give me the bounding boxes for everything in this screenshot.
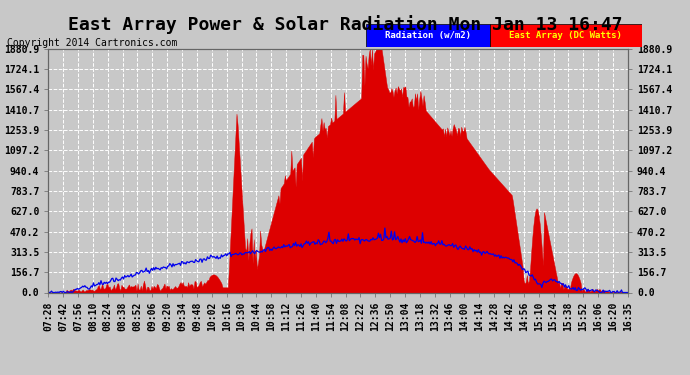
Text: Copyright 2014 Cartronics.com: Copyright 2014 Cartronics.com: [7, 38, 177, 48]
FancyBboxPatch shape: [366, 24, 490, 47]
Text: East Array (DC Watts): East Array (DC Watts): [509, 31, 622, 40]
Text: East Array Power & Solar Radiation Mon Jan 13 16:47: East Array Power & Solar Radiation Mon J…: [68, 15, 622, 34]
Text: Radiation (w/m2): Radiation (w/m2): [385, 31, 471, 40]
FancyBboxPatch shape: [490, 24, 642, 47]
